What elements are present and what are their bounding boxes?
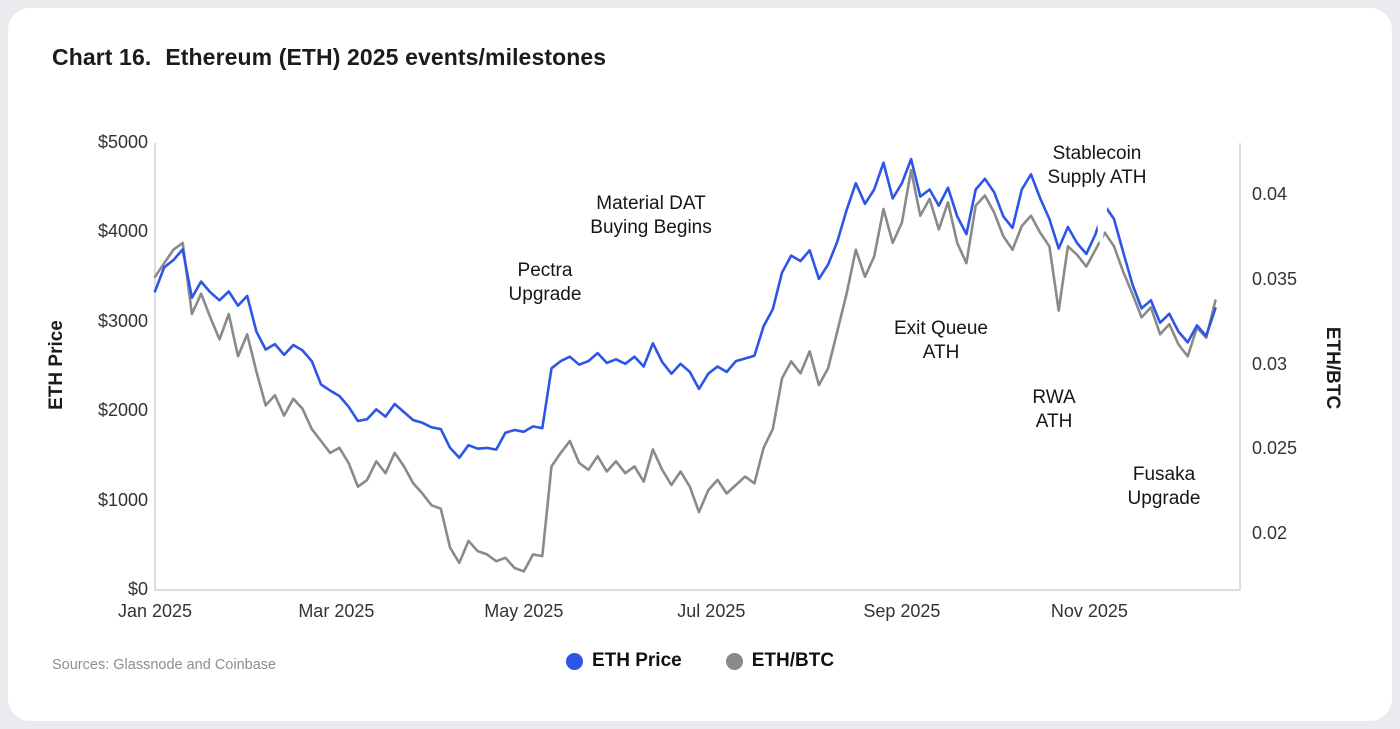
y-axis-left-tick: $3000: [97, 310, 148, 331]
x-axis-tick: Jul 2025: [677, 601, 746, 621]
y-axis-right-tick: 0.035: [1252, 269, 1298, 290]
annotation-callout: Pectra Upgrade: [499, 256, 591, 310]
left-axis-title: ETH Price: [46, 320, 67, 410]
y-axis-left-tick: $2000: [97, 400, 148, 421]
legend-dot-icon: [725, 652, 743, 670]
legend-item: ETH/BTC: [725, 650, 835, 672]
legend-item: ETH Price: [565, 650, 682, 672]
card-background: [8, 8, 1392, 721]
source-note: Sources: Glassnode and Coinbase: [52, 657, 277, 673]
x-axis-tick: May 2025: [484, 601, 564, 621]
chart-number: Chart 16.: [52, 44, 152, 70]
callout-tail-icon: [542, 305, 560, 352]
callout-tail-icon: [1187, 362, 1205, 465]
annotation-callout: Fusaka Upgrade: [1118, 460, 1210, 514]
annotation-callout: Exit Queue ATH: [885, 314, 997, 368]
y-axis-right-tick: 0.02: [1252, 523, 1288, 544]
y-axis-left-tick: $1000: [97, 489, 148, 510]
annotation-callout: Stablecoin Supply ATH: [1038, 139, 1156, 193]
y-axis-left-tick: $4000: [97, 221, 148, 242]
eth-btc-line: [153, 168, 1217, 573]
legend-dot-icon: [565, 652, 583, 670]
y-axis-right-tick: 0.025: [1252, 438, 1298, 459]
eth-price-line: [153, 157, 1217, 460]
y-axis-left-tick: $0: [127, 579, 148, 599]
annotation-callout: RWA ATH: [1023, 383, 1085, 437]
y-axis-right-tick: 0.03: [1252, 353, 1288, 374]
y-axis-left-tick: $5000: [97, 132, 148, 152]
x-axis-tick: Nov 2025: [1050, 601, 1128, 621]
callout-tail-icon: [639, 238, 657, 342]
right-axis-title: ETH/BTC: [1322, 326, 1343, 410]
annotation-callout: Material DAT Buying Begins: [581, 189, 721, 243]
chart-title: Chart 16. Ethereum (ETH) 2025 events/mile…: [52, 44, 606, 71]
x-axis-tick: Mar 2025: [298, 601, 375, 621]
chart-title-text: Ethereum (ETH) 2025 events/milestones: [165, 44, 607, 70]
callout-tail-icon: [929, 240, 947, 319]
y-axis-right-tick: 0.04: [1252, 184, 1288, 205]
callout-tail-icon: [1037, 285, 1055, 388]
x-axis-tick: Jan 2025: [117, 601, 193, 621]
legend-label: ETH Price: [591, 650, 682, 671]
callout-tail-icon: [1092, 188, 1110, 252]
axis-frame: [154, 143, 1241, 591]
legend: ETH Price ETH/BTC: [0, 650, 1400, 672]
legend-label: ETH/BTC: [751, 650, 835, 671]
x-axis-tick: Sep 2025: [863, 601, 941, 621]
